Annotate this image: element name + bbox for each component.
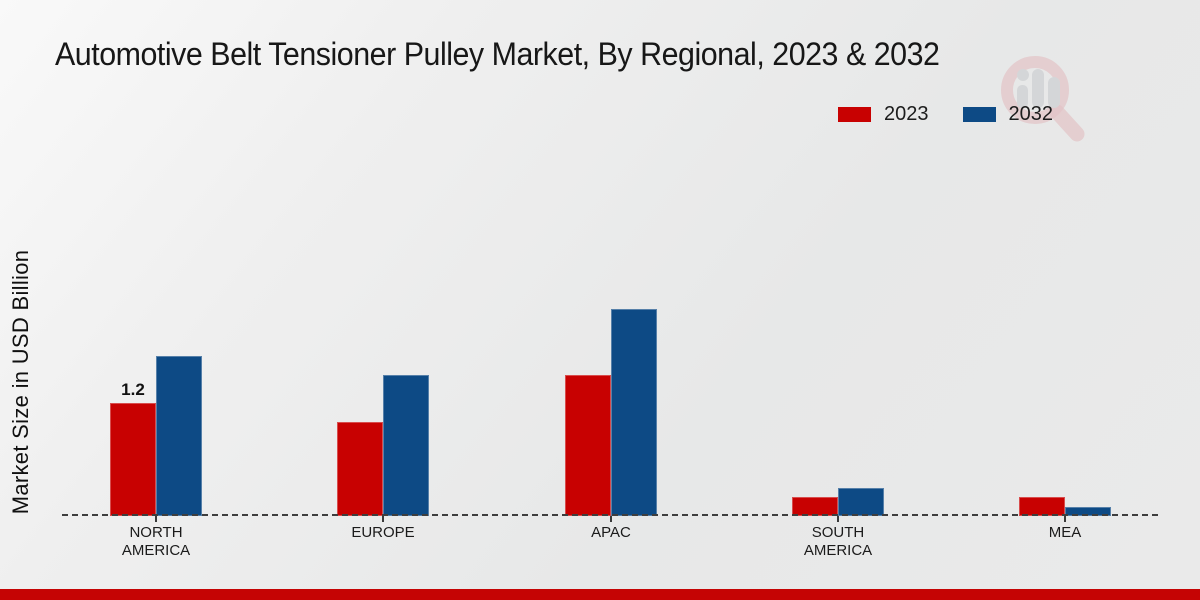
axis-tick-south-america	[837, 516, 839, 522]
bar-2023-south-america	[792, 497, 838, 516]
legend-item-2023: 2023	[838, 103, 929, 126]
axis-tick-apac	[610, 516, 612, 522]
bar-2032-apac	[611, 309, 657, 516]
x-axis-dashed-line	[62, 514, 1158, 516]
chart-title: Automotive Belt Tensioner Pulley Market,…	[55, 36, 940, 72]
bar-2032-europe	[383, 375, 429, 516]
value-label-2023-north-america: 1.2	[121, 380, 145, 399]
legend-label-2032: 2032	[1008, 103, 1054, 125]
legend-item-2032: 2032	[962, 103, 1054, 126]
legend-swatch-2032	[962, 107, 996, 122]
category-label-south-america: SOUTH AMERICA	[803, 524, 873, 559]
bar-2032-south-america	[838, 488, 884, 516]
bar-2023-apac	[565, 375, 611, 516]
footer-accent-bar	[0, 589, 1200, 600]
bar-2023-mea	[1019, 497, 1065, 516]
category-label-north-america: NORTH AMERICA	[121, 524, 191, 559]
watermark-magnifier-logo	[1001, 56, 1085, 142]
bar-2023-europe	[337, 422, 383, 516]
category-label-europe: EUROPE	[351, 524, 415, 541]
bar-2032-north-america	[156, 356, 202, 516]
axis-tick-north-america	[155, 516, 157, 522]
bar-2032-mea	[1065, 507, 1111, 516]
bar-2023-north-america	[110, 403, 156, 516]
category-label-mea: MEA	[1048, 524, 1082, 541]
axis-tick-mea	[1064, 516, 1066, 522]
category-label-apac: APAC	[591, 524, 631, 541]
legend-label-2023: 2023	[884, 103, 929, 125]
axis-tick-europe	[382, 516, 384, 522]
legend: 2023 2032	[838, 103, 1053, 126]
legend-swatch-2023	[838, 107, 871, 122]
